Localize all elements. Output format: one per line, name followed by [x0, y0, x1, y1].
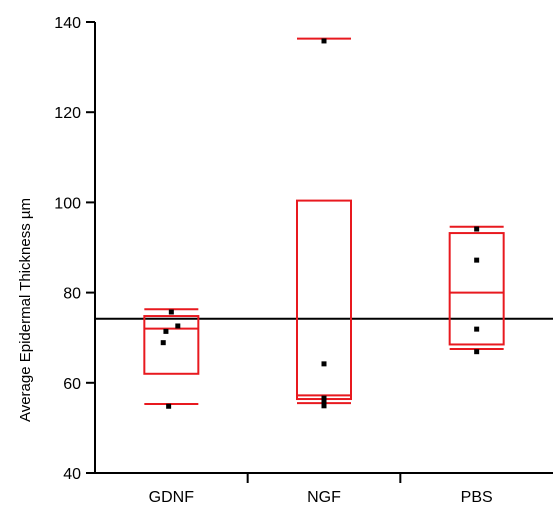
- y-tick-label: 100: [54, 195, 81, 212]
- data-point: [175, 323, 181, 329]
- data-point: [321, 398, 327, 404]
- data-point: [321, 395, 327, 401]
- data-point: [474, 226, 480, 232]
- x-tick-label: GDNF: [149, 489, 195, 506]
- points-layer: [160, 38, 480, 409]
- data-point: [474, 326, 480, 332]
- data-point: [168, 309, 174, 315]
- data-point: [321, 403, 327, 409]
- box-iqr: [448, 232, 505, 346]
- box-iqr: [143, 315, 200, 375]
- box-iqr: [296, 199, 352, 401]
- y-tick-label: 120: [54, 105, 81, 122]
- y-tick-label: 80: [63, 286, 81, 303]
- data-point: [474, 349, 480, 355]
- y-tick-label: 140: [54, 15, 81, 32]
- data-point: [474, 257, 480, 263]
- x-tick-label: PBS: [461, 489, 493, 506]
- box-group-ngf: [296, 37, 352, 405]
- data-point: [163, 328, 169, 334]
- data-point: [160, 340, 166, 346]
- y-axis-title: Average Epidermal Thickness µm: [17, 198, 34, 422]
- boxes-layer: [143, 37, 505, 405]
- data-point: [166, 403, 172, 409]
- y-tick-label: 60: [63, 376, 81, 393]
- x-tick-label: NGF: [307, 489, 341, 506]
- y-tick-label: 40: [63, 466, 81, 483]
- box-group-gdnf: [143, 308, 200, 405]
- data-point: [321, 361, 327, 367]
- data-point: [321, 38, 327, 44]
- axes-layer: 40 60 80 100 120 140 GDNF NGF PBS: [54, 15, 553, 506]
